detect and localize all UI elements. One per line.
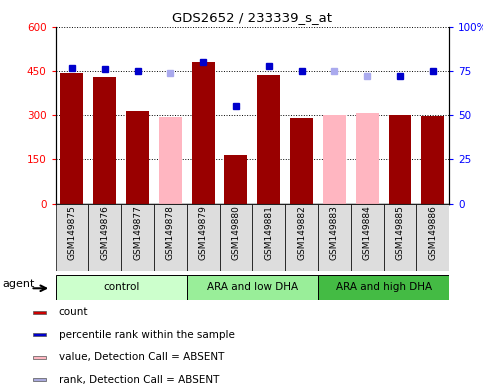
Bar: [384, 204, 416, 271]
Bar: [88, 204, 121, 271]
Bar: [220, 204, 252, 271]
Bar: [192, 62, 214, 204]
Text: GSM149877: GSM149877: [133, 205, 142, 260]
Text: GSM149881: GSM149881: [264, 205, 273, 260]
Text: ARA and low DHA: ARA and low DHA: [207, 282, 298, 292]
Bar: [355, 113, 379, 204]
Bar: [318, 275, 449, 300]
Bar: [33, 333, 46, 336]
Bar: [421, 116, 444, 204]
Bar: [318, 204, 351, 271]
Text: agent: agent: [3, 279, 35, 289]
Text: GSM149876: GSM149876: [100, 205, 109, 260]
Bar: [252, 204, 285, 271]
Text: GSM149879: GSM149879: [199, 205, 208, 260]
Text: percentile rank within the sample: percentile rank within the sample: [58, 330, 234, 340]
Bar: [351, 204, 384, 271]
Bar: [416, 204, 449, 271]
Text: GSM149883: GSM149883: [330, 205, 339, 260]
Title: GDS2652 / 233339_s_at: GDS2652 / 233339_s_at: [172, 11, 332, 24]
Bar: [56, 204, 88, 271]
Bar: [225, 155, 247, 204]
Text: count: count: [58, 307, 88, 317]
Bar: [33, 356, 46, 359]
Bar: [126, 111, 149, 204]
Bar: [159, 117, 182, 204]
Text: value, Detection Call = ABSENT: value, Detection Call = ABSENT: [58, 352, 224, 362]
Text: rank, Detection Call = ABSENT: rank, Detection Call = ABSENT: [58, 375, 219, 384]
Bar: [33, 311, 46, 314]
Text: GSM149885: GSM149885: [396, 205, 404, 260]
Bar: [56, 275, 187, 300]
Bar: [154, 204, 187, 271]
Bar: [323, 114, 346, 204]
Bar: [187, 204, 220, 271]
Text: GSM149884: GSM149884: [363, 205, 372, 260]
Bar: [285, 204, 318, 271]
Text: GSM149882: GSM149882: [297, 205, 306, 260]
Bar: [187, 275, 318, 300]
Text: ARA and high DHA: ARA and high DHA: [336, 282, 432, 292]
Bar: [93, 77, 116, 204]
Bar: [121, 204, 154, 271]
Bar: [388, 115, 412, 204]
Text: GSM149880: GSM149880: [231, 205, 241, 260]
Text: GSM149878: GSM149878: [166, 205, 175, 260]
Text: GSM149886: GSM149886: [428, 205, 437, 260]
Bar: [33, 378, 46, 381]
Bar: [60, 73, 84, 204]
Text: control: control: [103, 282, 139, 292]
Bar: [290, 118, 313, 204]
Bar: [257, 75, 280, 204]
Text: GSM149875: GSM149875: [68, 205, 76, 260]
